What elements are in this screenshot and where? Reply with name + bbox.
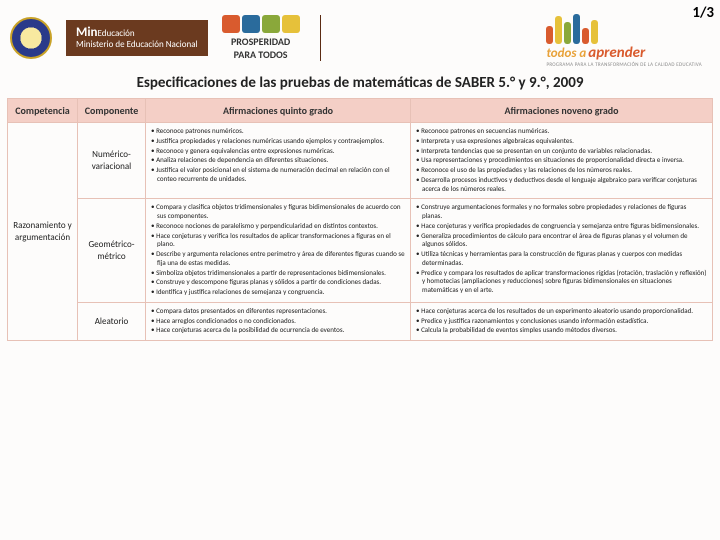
page-title: Especificaciones de las pruebas de matem… xyxy=(0,74,720,92)
cell-noveno: Construye argumentaciones formales y no … xyxy=(411,199,713,303)
colombia-shield-icon xyxy=(10,17,52,59)
afirmacion-item: Justifica el valor posicional en el sist… xyxy=(151,166,405,184)
th-noveno: Afirmaciones noveno grado xyxy=(411,99,713,123)
afirmacion-item: Compara datos presentados en diferentes … xyxy=(151,307,405,316)
afirmacion-item: Compara y clasifica objetos tridimension… xyxy=(151,203,405,221)
afirmacion-item: Calcula la probabilidad de eventos simpl… xyxy=(416,326,707,335)
afirmacion-item: Reconoce nociones de paralelismo y perpe… xyxy=(151,222,405,231)
ministry-rest: Educación xyxy=(98,28,135,39)
afirmacion-item: Describe y argumenta relaciones entre pe… xyxy=(151,250,405,268)
afirmacion-item: Predice y compara los resultados de apli… xyxy=(416,269,707,295)
afirmacion-item: Analiza relaciones de dependencia en dif… xyxy=(151,156,405,165)
cell-quinto: Reconoce patrones numéricos.Justifica pr… xyxy=(146,123,411,199)
afirmacion-item: Reconoce patrones en secuencias numérica… xyxy=(416,127,707,136)
table-body: Razonamiento y argumentaciónNumérico-var… xyxy=(8,123,713,341)
ministry-logo: MinEducación Ministerio de Educación Nac… xyxy=(66,20,208,56)
afirmacion-item: Usa representaciones y procedimientos en… xyxy=(416,156,707,165)
table-row: Razonamiento y argumentaciónNumérico-var… xyxy=(8,123,713,199)
todos-text: todos a aprender xyxy=(546,44,645,62)
ministry-sub: Ministerio de Educación Nacional xyxy=(76,39,198,50)
header-divider xyxy=(320,15,321,61)
afirmacion-item: Interpreta tendencias que se presentan e… xyxy=(416,147,707,156)
prosperidad-icons xyxy=(222,15,300,33)
afirmacion-item: Reconoce el uso de las propiedades y las… xyxy=(416,166,707,175)
cell-noveno: Reconoce patrones en secuencias numérica… xyxy=(411,123,713,199)
ministry-bold: Min xyxy=(76,25,98,40)
afirmacion-item: Interpreta y usa expresiones algebraicas… xyxy=(416,137,707,146)
spec-table: Competencia Componente Afirmaciones quin… xyxy=(7,98,713,341)
afirmacion-item: Hace arreglos condicionados o no condici… xyxy=(151,317,405,326)
cell-competencia: Razonamiento y argumentación xyxy=(8,123,78,341)
afirmacion-item: Hace conjeturas acerca de la posibilidad… xyxy=(151,326,405,335)
todos-aprender: aprender xyxy=(588,44,645,62)
todos-bars-icon xyxy=(546,8,598,44)
prosperidad-line1: PROSPERIDAD xyxy=(231,35,290,48)
afirmacion-item: Justifica propiedades y relaciones numér… xyxy=(151,137,405,146)
afirmacion-item: Hace conjeturas y verifica propiedades d… xyxy=(416,222,707,231)
cell-componente: Aleatorio xyxy=(78,302,146,340)
afirmacion-item: Hace conjeturas y verifica los resultado… xyxy=(151,232,405,250)
afirmacion-item: Hace conjeturas acerca de los resultados… xyxy=(416,307,707,316)
th-componente: Componente xyxy=(78,99,146,123)
prosperidad-line2: PARA TODOS xyxy=(234,48,288,61)
th-quinto: Afirmaciones quinto grado xyxy=(146,99,411,123)
afirmacion-item: Reconoce y genera equivalencias entre ex… xyxy=(151,147,405,156)
afirmacion-item: Predice y justifica razonamientos y conc… xyxy=(416,317,707,326)
cell-quinto: Compara y clasifica objetos tridimension… xyxy=(146,199,411,303)
header-bar: MinEducación Ministerio de Educación Nac… xyxy=(0,0,720,72)
todos-a: todos a xyxy=(546,46,586,61)
table-row: Geométrico-métrico Compara y clasifica ob… xyxy=(8,199,713,303)
cell-componente: Numérico-variacional xyxy=(78,123,146,199)
prosperidad-logo: PROSPERIDAD PARA TODOS xyxy=(222,15,300,61)
cell-noveno: Hace conjeturas acerca de los resultados… xyxy=(411,302,713,340)
afirmacion-item: Construye y descompone figuras planas y … xyxy=(151,278,405,287)
todos-sub: PROGRAMA PARA LA TRANSFORMACIÓN DE LA CA… xyxy=(546,62,702,68)
th-competencia: Competencia xyxy=(8,99,78,123)
cell-componente: Geométrico-métrico xyxy=(78,199,146,303)
afirmacion-item: Identifica y justifica relaciones de sem… xyxy=(151,288,405,297)
cell-quinto: Compara datos presentados en diferentes … xyxy=(146,302,411,340)
table-header-row: Competencia Componente Afirmaciones quin… xyxy=(8,99,713,123)
afirmacion-item: Generaliza procedimientos de cálculo par… xyxy=(416,232,707,250)
todos-a-aprender-logo: todos a aprender PROGRAMA PARA LA TRANSF… xyxy=(546,8,710,68)
afirmacion-item: Construye argumentaciones formales y no … xyxy=(416,203,707,221)
afirmacion-item: Reconoce patrones numéricos. xyxy=(151,127,405,136)
afirmacion-item: Utiliza técnicas y herramientas para la … xyxy=(416,250,707,268)
afirmacion-item: Desarrolla procesos inductivos y deducti… xyxy=(416,176,707,194)
afirmacion-item: Simboliza objetos tridimensionales a par… xyxy=(151,269,405,278)
table-row: Aleatorio Compara datos presentados en di… xyxy=(8,302,713,340)
page-indicator: 1/3 xyxy=(692,4,714,22)
